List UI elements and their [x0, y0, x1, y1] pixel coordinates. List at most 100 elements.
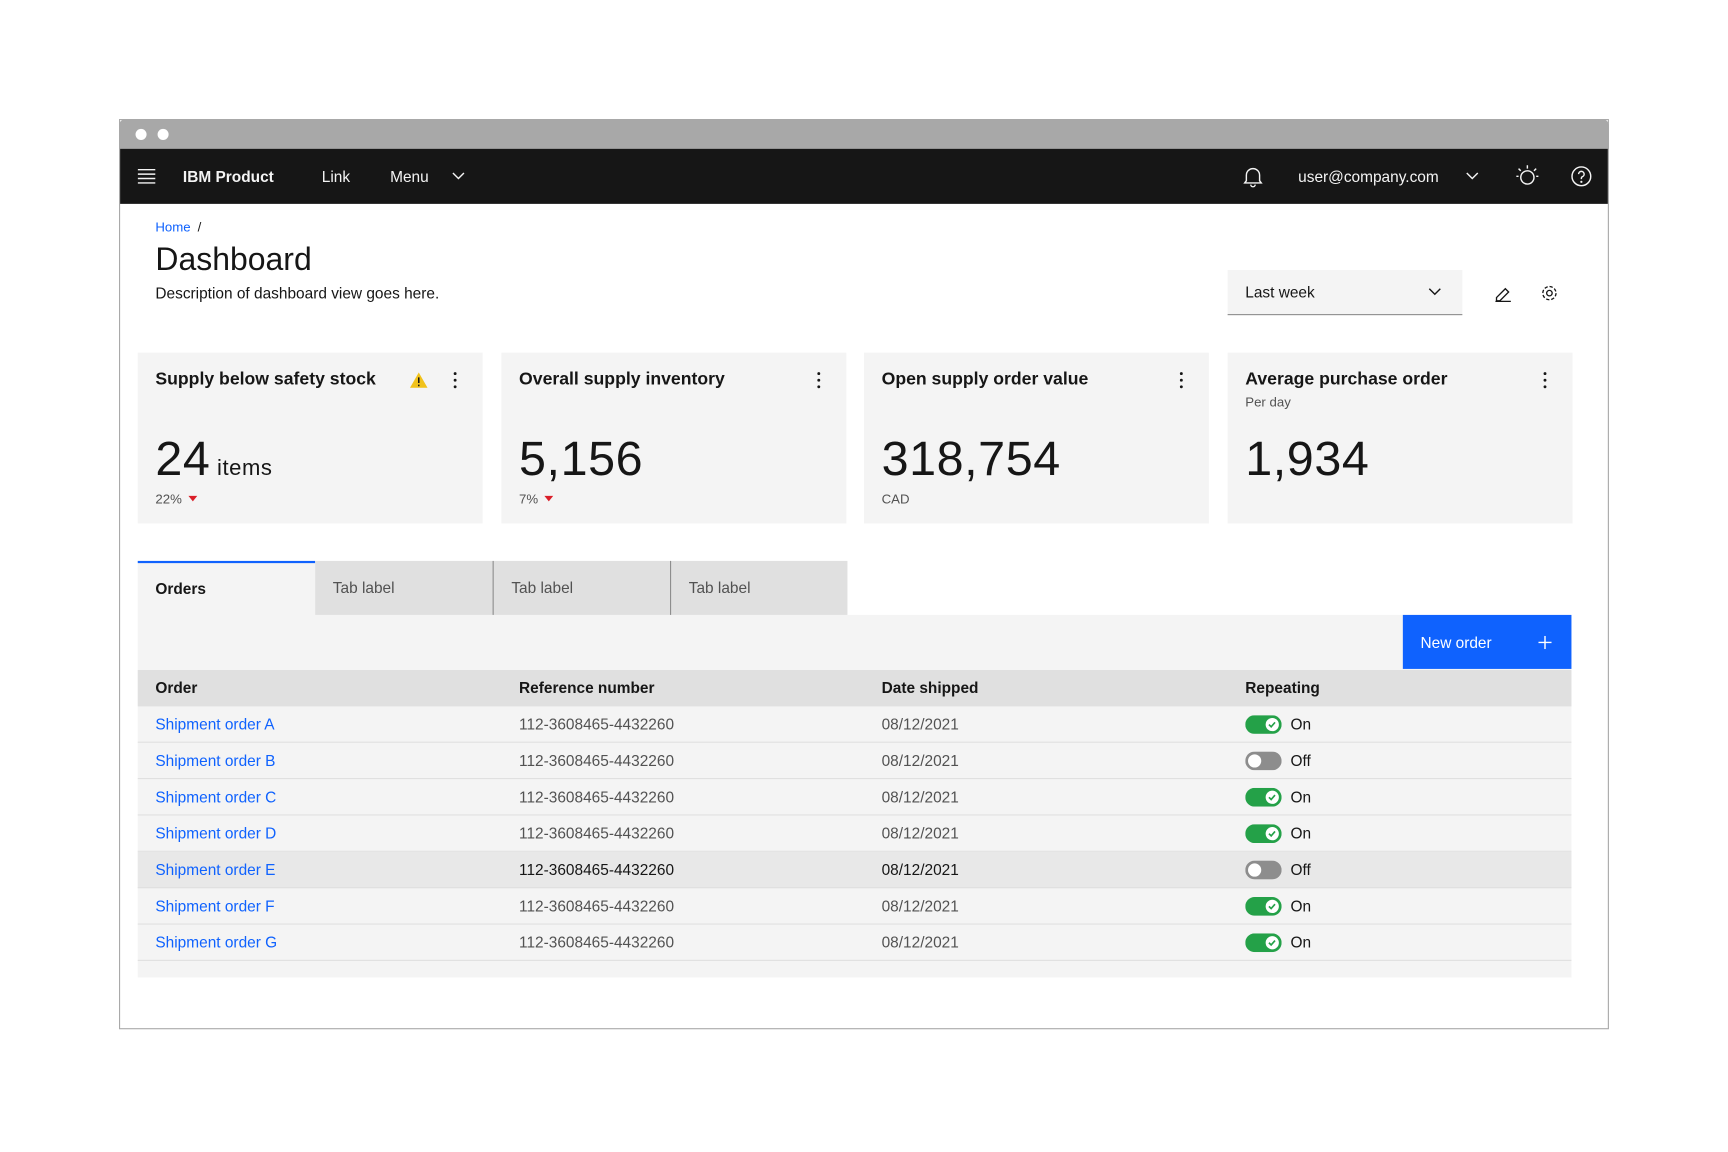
table-row: [137, 743, 1572, 780]
card-value: 318,754: [882, 432, 1061, 487]
table-cell: 112-3608465-4432260: [519, 860, 675, 879]
overflow-menu[interactable]: [1543, 371, 1547, 389]
table-cell: 08/12/2021: [881, 933, 959, 952]
trend-down-icon: [544, 495, 554, 502]
overflow-menu[interactable]: [1179, 371, 1183, 389]
table-row: [137, 851, 1572, 889]
order-link[interactable]: Shipment order C: [155, 787, 277, 806]
card-subtitle: Per day: [1245, 394, 1291, 410]
value: 24: [155, 431, 211, 486]
tab[interactable]: Tab label: [492, 560, 671, 615]
window-dot: [157, 128, 169, 140]
breadcrumb-separator: /: [197, 219, 202, 235]
dot: [1543, 378, 1547, 382]
dot: [817, 385, 821, 389]
dot: [817, 378, 821, 382]
tab[interactable]: Tab label: [670, 560, 848, 615]
new-order-button[interactable]: New order: [1402, 614, 1572, 669]
settings-icon[interactable]: [1541, 284, 1559, 302]
chevron: [1428, 288, 1441, 296]
card-value: 1,934: [1245, 432, 1369, 487]
table-row: [137, 779, 1572, 816]
watson-icon[interactable]: [1515, 164, 1539, 188]
table-cell: 08/12/2021: [881, 860, 959, 879]
order-link[interactable]: Shipment order A: [155, 715, 275, 733]
window-dot: [135, 128, 147, 140]
toggle-label: Off: [1290, 860, 1311, 879]
table-cell: 08/12/2021: [881, 824, 959, 842]
table-cell: 112-3608465-4432260: [519, 824, 675, 842]
card-value: 5,156: [519, 432, 643, 487]
overflow-menu[interactable]: [453, 371, 457, 389]
tab[interactable]: Orders: [137, 560, 316, 615]
product-name[interactable]: IBM Product: [182, 167, 274, 186]
card-title: Open supply order value: [881, 370, 1089, 390]
unit: items: [217, 456, 273, 481]
toggle-label: On: [1290, 824, 1312, 842]
toggle[interactable]: [1245, 787, 1282, 807]
breadcrumb-link[interactable]: Home: [155, 219, 191, 235]
toggle[interactable]: [1245, 897, 1282, 916]
toggle-knob: [1248, 754, 1262, 768]
value: 318,754: [881, 431, 1061, 486]
toggle-label: On: [1290, 897, 1312, 915]
order-link[interactable]: Shipment order B: [155, 751, 276, 770]
toggle[interactable]: [1245, 715, 1282, 734]
dot: [1543, 385, 1547, 389]
table-row: [137, 706, 1572, 743]
card-title: Overall supply inventory: [519, 370, 725, 390]
kpi-card: Average purchase order Per day 1,934: [1227, 352, 1573, 524]
dot: [453, 385, 457, 389]
overflow-menu[interactable]: [817, 371, 821, 389]
dot: [1179, 385, 1183, 389]
arrow: [188, 495, 198, 502]
page-description: Description of dashboard view goes here.: [155, 284, 440, 302]
dot: [453, 372, 457, 376]
notification-icon[interactable]: [1242, 165, 1264, 188]
check: [1268, 903, 1276, 910]
card-delta: 22%: [155, 491, 199, 507]
value: 5,156: [519, 431, 644, 486]
kpi-card: Open supply order value 318,754 CAD: [863, 352, 1209, 524]
menu-icon[interactable]: [137, 168, 156, 186]
add-icon: [1538, 635, 1552, 649]
value: 1,934: [1245, 431, 1370, 486]
toggle[interactable]: [1245, 933, 1282, 953]
tab[interactable]: Tab label: [315, 560, 493, 615]
dot: [1543, 372, 1547, 376]
check: [1268, 721, 1276, 728]
card-value: 24 items: [155, 432, 272, 487]
dot: [1179, 378, 1183, 382]
dropdown[interactable]: Last week: [1227, 269, 1463, 316]
breadcrumb: Home /: [155, 219, 201, 234]
toggle[interactable]: [1245, 751, 1282, 771]
order-link[interactable]: Shipment order G: [155, 933, 278, 952]
button-label: New order: [1420, 633, 1492, 651]
table-cell: 08/12/2021: [881, 897, 959, 915]
card-note: CAD: [881, 491, 910, 507]
order-link[interactable]: Shipment order F: [155, 897, 275, 915]
order-link[interactable]: Shipment order D: [155, 824, 277, 842]
table-cell: 112-3608465-4432260: [519, 751, 675, 770]
toggle-label: On: [1290, 933, 1312, 952]
help-icon[interactable]: [1570, 165, 1592, 187]
dropdown-value: Last week: [1245, 283, 1315, 301]
toggle[interactable]: [1245, 860, 1282, 880]
table-cell: 112-3608465-4432260: [519, 715, 675, 733]
toggle-label: On: [1290, 715, 1312, 733]
edit-icon[interactable]: [1494, 284, 1512, 302]
user-menu[interactable]: user@company.com: [1298, 167, 1439, 186]
toggle[interactable]: [1245, 824, 1282, 844]
table-cell: 08/12/2021: [881, 787, 959, 806]
arrow: [544, 495, 554, 502]
table-cell: 112-3608465-4432260: [519, 897, 675, 915]
column-header: Order: [155, 678, 198, 697]
nav-menu[interactable]: Menu: [390, 167, 429, 186]
nav-link[interactable]: Link: [321, 167, 351, 186]
toggle-knob: [1248, 863, 1262, 877]
order-link[interactable]: Shipment order E: [155, 860, 276, 879]
dot: [453, 378, 457, 382]
card-title: Average purchase order: [1245, 370, 1448, 390]
